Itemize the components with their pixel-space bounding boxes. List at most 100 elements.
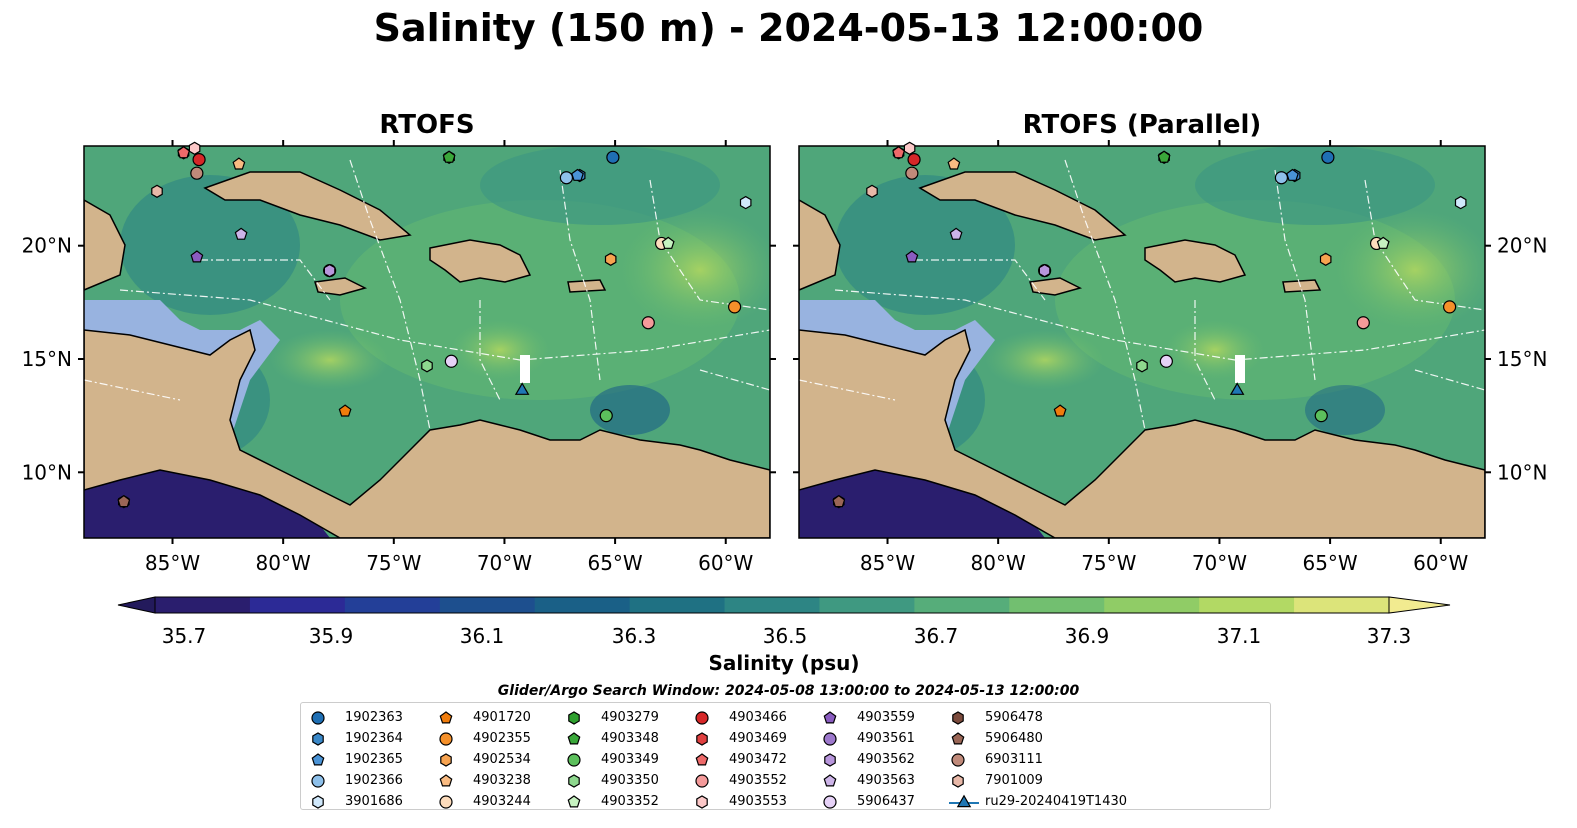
legend-label: 4902534: [473, 752, 531, 767]
legend-marker-icon: [823, 774, 837, 787]
legend-label: 5906437: [857, 794, 915, 809]
float-marker-4903349: [599, 409, 613, 423]
float-marker-7901009: [151, 184, 163, 198]
colorbar-band: [819, 597, 915, 613]
float-marker-4903472: [892, 146, 906, 159]
lon-tick-label: 70°W: [477, 551, 532, 575]
float-marker-4903562: [1038, 263, 1051, 278]
float-marker-4903350: [421, 359, 433, 373]
legend-label: 4903561: [857, 731, 915, 746]
lat-tick-label: 15°N: [1497, 347, 1547, 371]
legend-marker-icon: [311, 774, 325, 788]
legend-label: 4903349: [601, 752, 659, 767]
colorbar-band: [1294, 597, 1390, 613]
lon-tick-label: 75°W: [366, 551, 421, 575]
legend-marker-icon: [823, 711, 837, 724]
float-marker-4902355: [727, 300, 742, 314]
lat-tick-label: 20°N: [1497, 234, 1547, 258]
legend-marker-icon: [567, 732, 581, 745]
float-marker-4901720: [338, 404, 352, 417]
float-marker-4903348: [442, 150, 456, 163]
lon-tick-label: 80°W: [971, 551, 1026, 575]
legend-label: 6903111: [985, 752, 1043, 767]
legend-label: 4903553: [729, 794, 787, 809]
legend-marker-icon: [695, 711, 709, 725]
legend-label: 4903466: [729, 710, 787, 725]
float-marker-5906437: [444, 354, 458, 368]
legend-marker-icon: [440, 753, 452, 767]
legend-label: 4903348: [601, 731, 659, 746]
legend-label: 4903559: [857, 710, 915, 725]
figure-canvas: 85°W 80°W 75°W 70°W 65°W 60°W 20°N 15°N 10°N 85°W…: [22, 140, 1547, 675]
legend-marker-icon: [567, 753, 581, 767]
colorbar-label: Salinity (psu): [708, 651, 859, 675]
float-marker-4903559: [190, 250, 204, 263]
legend-label: 4903238: [473, 773, 531, 788]
lon-tick-label: 60°W: [1413, 551, 1468, 575]
legend-label: 4903352: [601, 794, 659, 809]
legend-label: 5906478: [985, 710, 1043, 725]
colorbar-band: [155, 597, 251, 613]
float-marker-4903238: [947, 157, 961, 170]
legend-label: 4902355: [473, 731, 531, 746]
float-marker-4903238: [232, 157, 246, 170]
lon-tick-label: 85°W: [860, 551, 915, 575]
legend-label: 3901686: [345, 794, 403, 809]
legend-label: 1902364: [345, 731, 403, 746]
panel-title-left: RTOFS: [379, 110, 475, 140]
colorbar-tick-label: 36.1: [460, 624, 505, 648]
colorbar-band: [914, 597, 1010, 613]
legend-marker-icon: [312, 795, 324, 809]
lat-tick-label: 10°N: [22, 460, 72, 484]
legend-marker-icon: [312, 732, 324, 746]
float-marker-1902363: [1321, 150, 1335, 164]
float-marker-4903562: [323, 263, 336, 278]
float-marker-4903552: [1356, 316, 1370, 330]
legend-marker-icon: [439, 711, 453, 724]
legend-label: 1902365: [345, 752, 403, 767]
float-marker-4903559: [905, 250, 919, 263]
float-marker-4903466: [192, 152, 206, 167]
landmass-yucatan: [84, 199, 126, 291]
float-marker-5906480: [832, 494, 846, 508]
colorbar-band: [534, 597, 631, 613]
puerto-rico: [567, 279, 607, 293]
float-marker-4903466: [907, 152, 921, 167]
float-marker-3901686: [1454, 195, 1467, 210]
legend: 1902363 1902364 1902365 1902366 3901686 49017…: [300, 702, 1271, 810]
legend-marker-icon: [568, 711, 580, 725]
colorbar-tick-label: 36.9: [1065, 624, 1110, 648]
legend-marker-icon: [696, 795, 708, 809]
float-marker-4901720: [1053, 404, 1067, 417]
float-marker-ru29-20240419T1430: [1229, 382, 1245, 395]
legend-marker-icon: [696, 732, 708, 746]
legend-marker-icon: [824, 753, 836, 767]
legend-label: 4903469: [729, 731, 787, 746]
colorbar-tick-label: 36.5: [763, 624, 808, 648]
lat-tick-label: 15°N: [22, 347, 72, 371]
float-marker-4903349: [1314, 409, 1328, 423]
colorbar-tick-label: 36.3: [612, 624, 657, 648]
legend-label: 7901009: [985, 773, 1043, 788]
float-marker-4903563: [234, 227, 248, 240]
lon-tick-label: 65°W: [587, 551, 642, 575]
legend-marker-icon: [952, 711, 964, 725]
legend-label: 4903350: [601, 773, 659, 788]
legend-label: 4903563: [857, 773, 915, 788]
float-marker-4903348: [1157, 150, 1171, 163]
legend-label: 4901720: [473, 710, 531, 725]
map-panel-left: [83, 141, 771, 539]
figure-title: Salinity (150 m) - 2024-05-13 12:00:00: [373, 6, 1204, 50]
legend-label: 4903552: [729, 773, 787, 788]
pacific-ocean: [84, 470, 330, 538]
float-marker-4903552: [641, 316, 655, 330]
lon-tick-label: 70°W: [1192, 551, 1247, 575]
float-marker-4903352: [661, 236, 675, 249]
legend-marker-icon: [311, 753, 325, 766]
float-marker-4903350: [1136, 359, 1148, 373]
legend-label: 4903244: [473, 794, 531, 809]
cuba: [203, 171, 412, 241]
float-marker-4903553: [903, 141, 916, 155]
float-marker-4902534: [604, 252, 617, 266]
colorbar-tick-label: 35.9: [309, 624, 354, 648]
